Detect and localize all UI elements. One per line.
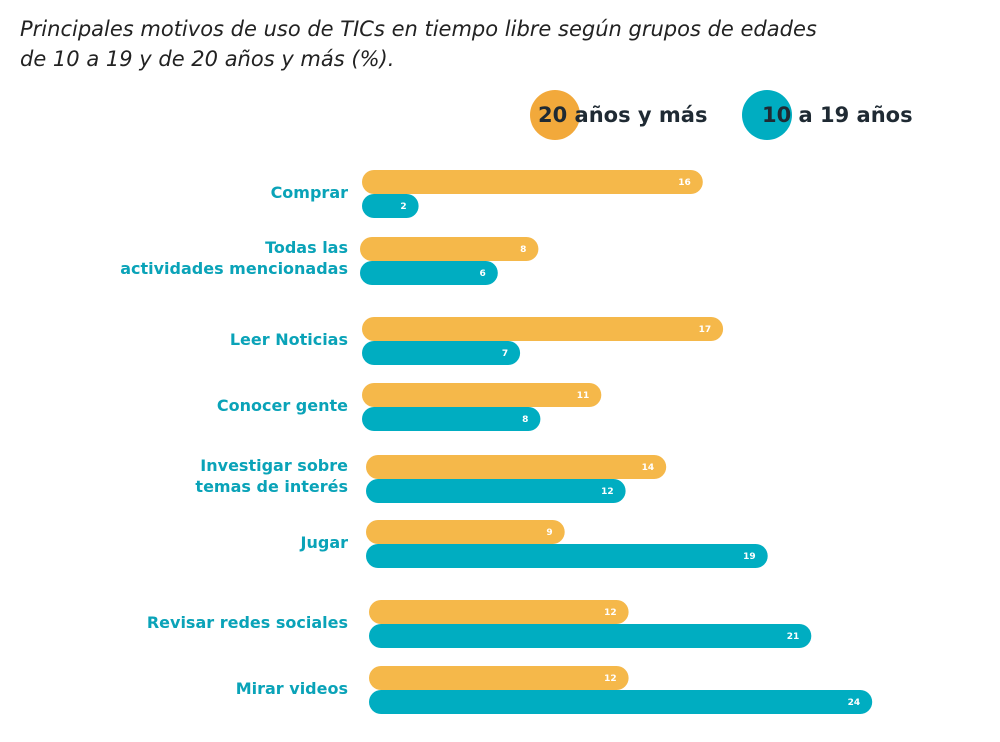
- value-label-young-2: 7: [502, 349, 508, 359]
- category-label-3-0: Conocer gente: [217, 396, 348, 415]
- bar-young-7: [369, 690, 873, 714]
- value-label-older-0: 16: [678, 178, 691, 188]
- bar-young-5: [366, 544, 768, 568]
- legend-swatch-older: [530, 90, 580, 140]
- legend-item-older: 20 años y más: [530, 90, 707, 140]
- value-label-older-4: 14: [642, 463, 655, 473]
- bar-young-2: [362, 341, 521, 365]
- legend-item-young: 10 a 19 años: [742, 90, 913, 140]
- bar-older-3: [362, 383, 602, 407]
- value-label-young-6: 21: [787, 632, 800, 642]
- bar-older-6: [369, 600, 629, 624]
- category-label-2-0: Leer Noticias: [230, 330, 348, 349]
- category-label-4-0: Investigar sobre: [200, 456, 348, 475]
- category-label-1-1: actividades mencionadas: [120, 259, 348, 278]
- value-label-older-1: 8: [520, 245, 526, 255]
- legend-swatch-young: [742, 90, 792, 140]
- bar-older-4: [366, 455, 667, 479]
- value-label-older-7: 12: [604, 674, 617, 684]
- value-label-older-5: 9: [546, 528, 552, 538]
- bar-young-3: [362, 407, 541, 431]
- bar-older-0: [362, 170, 703, 194]
- value-label-young-5: 19: [743, 552, 756, 562]
- value-label-young-1: 6: [480, 269, 486, 279]
- bar-older-7: [369, 666, 629, 690]
- value-label-young-7: 24: [848, 698, 861, 708]
- category-label-4-1: temas de interés: [195, 477, 348, 496]
- chart-title: Principales motivos de uso de TICs en ti…: [20, 14, 920, 74]
- category-label-5-0: Jugar: [300, 533, 349, 552]
- bar-young-1: [360, 261, 498, 285]
- category-label-1-0: Todas las: [265, 238, 348, 257]
- legend-label-older: 20 años y más: [538, 103, 708, 127]
- bar-young-4: [366, 479, 626, 503]
- chart-title-line-1: Principales motivos de uso de TICs en ti…: [20, 17, 817, 41]
- value-label-older-6: 12: [604, 608, 617, 618]
- value-label-older-3: 11: [577, 391, 590, 401]
- value-label-older-2: 17: [699, 325, 712, 335]
- bar-older-2: [362, 317, 724, 341]
- bar-older-1: [360, 237, 539, 261]
- bar-young-6: [369, 624, 812, 648]
- category-label-0-0: Comprar: [271, 183, 349, 202]
- legend-label-young: 10 a 19 años: [762, 103, 913, 127]
- category-label-7-0: Mirar videos: [236, 679, 348, 698]
- category-label-6-0: Revisar redes sociales: [147, 613, 348, 632]
- value-label-young-4: 12: [601, 487, 614, 497]
- bar-young-0: [362, 194, 419, 218]
- value-label-young-0: 2: [400, 202, 406, 212]
- value-label-young-3: 8: [522, 415, 528, 425]
- chart-title-line-2: de 10 a 19 y de 20 años y más (%).: [20, 47, 395, 71]
- bar-older-5: [366, 520, 565, 544]
